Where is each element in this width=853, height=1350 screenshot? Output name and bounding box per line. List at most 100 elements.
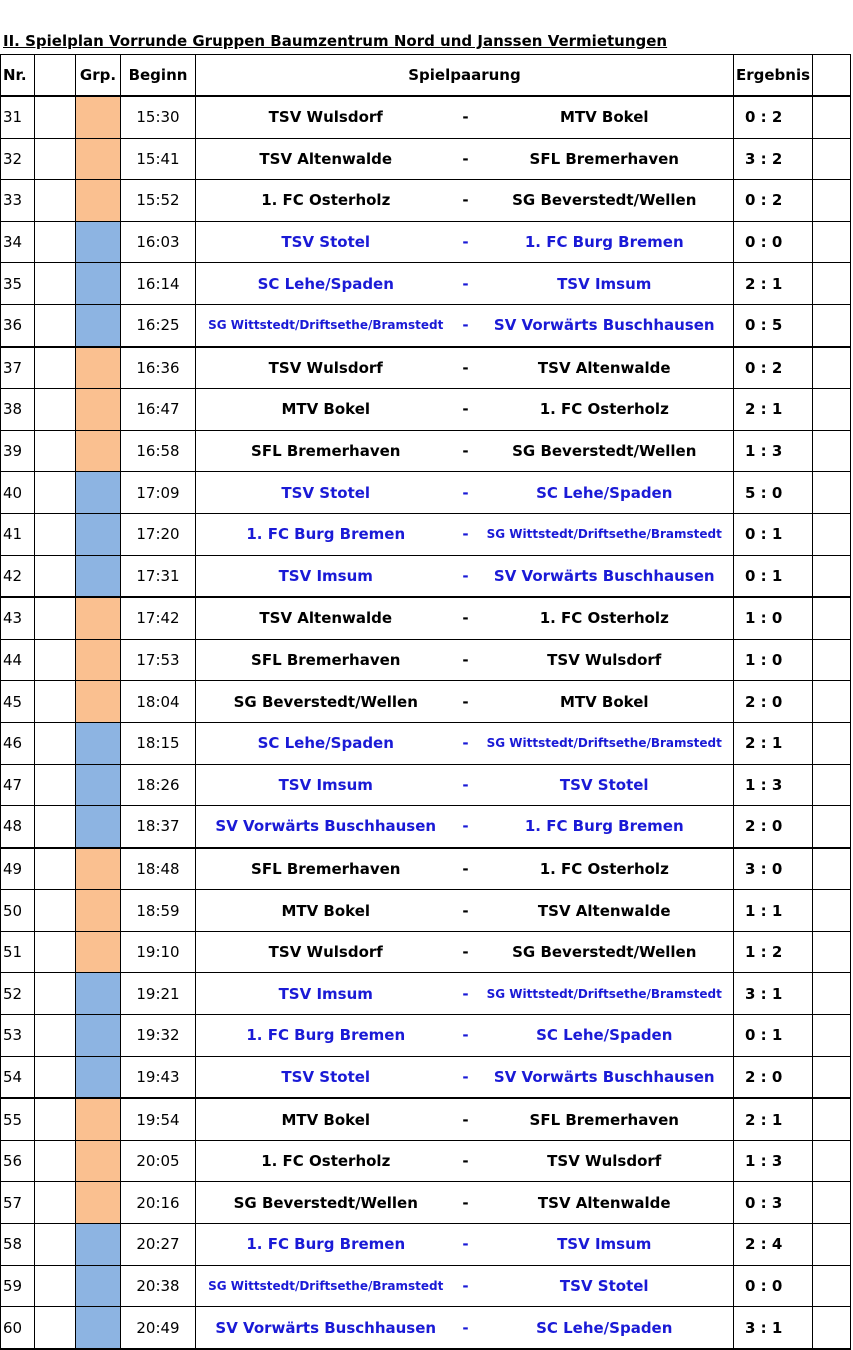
group-color — [75, 262, 121, 305]
separator: - — [455, 471, 476, 514]
result: 0 : 0 — [733, 1264, 813, 1308]
start-time: 15:30 — [120, 95, 196, 139]
home-team: SV Vorwärts Buschhausen — [195, 805, 456, 849]
empty-cell — [34, 889, 76, 932]
schedule-table: Nr. Grp. Beginn Spielpaarung Ergebnis 31… — [0, 54, 851, 1350]
home-team: MTV Bokel — [195, 889, 456, 932]
result: 2 : 1 — [733, 1097, 813, 1141]
start-time: 17:42 — [120, 596, 196, 640]
match-number: 49 — [0, 847, 35, 891]
away-team: SG Wittstedt/Driftsethe/Bramstedt — [475, 721, 734, 765]
empty-cell — [812, 930, 851, 974]
home-team: TSV Altenwalde — [195, 137, 456, 181]
group-color — [75, 889, 121, 932]
empty-cell — [812, 721, 851, 765]
separator: - — [455, 346, 476, 390]
home-team: 1. FC Osterholz — [195, 1139, 456, 1183]
empty-cell — [34, 303, 76, 348]
home-team: 1. FC Osterholz — [195, 179, 456, 222]
home-team: SG Wittstedt/Driftsethe/Bramstedt — [195, 303, 456, 348]
empty-cell — [34, 471, 76, 514]
result: 0 : 1 — [733, 1014, 813, 1057]
home-team: SG Wittstedt/Driftsethe/Bramstedt — [195, 1264, 456, 1308]
group-color — [75, 721, 121, 765]
match-row: 32 15:41 TSV Altenwalde - SFL Bremerhaven 3 :… — [0, 137, 851, 181]
match-number: 37 — [0, 346, 35, 390]
home-team: SV Vorwärts Buschhausen — [195, 1306, 456, 1350]
group-color — [75, 471, 121, 514]
separator: - — [455, 512, 476, 556]
away-team: TSV Altenwalde — [475, 889, 734, 932]
separator: - — [455, 1055, 476, 1100]
away-team: SG Beverstedt/Wellen — [475, 179, 734, 222]
empty-cell — [34, 388, 76, 431]
match-row: 60 20:49 SV Vorwärts Buschhausen - SC Lehe/S… — [0, 1306, 851, 1350]
empty-cell — [34, 429, 76, 473]
result: 3 : 0 — [733, 847, 813, 891]
match-number: 60 — [0, 1306, 35, 1350]
home-team: SG Beverstedt/Wellen — [195, 1181, 456, 1225]
away-team: SC Lehe/Spaden — [475, 1306, 734, 1350]
separator: - — [455, 889, 476, 932]
match-row: 50 18:59 MTV Bokel - TSV Altenwalde 1 : 1 — [0, 889, 851, 932]
match-number: 32 — [0, 137, 35, 181]
group-color — [75, 95, 121, 139]
match-number: 47 — [0, 763, 35, 807]
empty-cell — [812, 346, 851, 390]
empty-cell — [34, 1139, 76, 1183]
result: 0 : 0 — [733, 220, 813, 264]
away-team: 1. FC Burg Bremen — [475, 220, 734, 264]
match-row: 51 19:10 TSV Wulsdorf - SG Beverstedt/Wellen… — [0, 930, 851, 974]
away-team: SC Lehe/Spaden — [475, 471, 734, 514]
group-color — [75, 638, 121, 682]
group-color — [75, 429, 121, 473]
match-number: 42 — [0, 554, 35, 599]
group-color — [75, 847, 121, 891]
group-color — [75, 388, 121, 431]
separator: - — [455, 137, 476, 181]
group-color — [75, 346, 121, 390]
result: 2 : 0 — [733, 805, 813, 849]
home-team: MTV Bokel — [195, 1097, 456, 1141]
home-team: SFL Bremerhaven — [195, 638, 456, 682]
header-cell: Spielpaarung — [195, 54, 734, 97]
empty-cell — [34, 220, 76, 264]
match-row: 57 20:16 SG Beverstedt/Wellen - TSV Altenwal… — [0, 1181, 851, 1225]
group-color — [75, 763, 121, 807]
match-row: 35 16:14 SC Lehe/Spaden - TSV Imsum 2 : 1 — [0, 262, 851, 305]
empty-cell — [34, 1097, 76, 1141]
empty-cell — [34, 721, 76, 765]
empty-cell — [812, 1139, 851, 1183]
empty-cell — [812, 303, 851, 348]
away-team: TSV Imsum — [475, 262, 734, 305]
match-number: 48 — [0, 805, 35, 849]
away-team: SFL Bremerhaven — [475, 1097, 734, 1141]
match-number: 44 — [0, 638, 35, 682]
group-color — [75, 805, 121, 849]
match-row: 56 20:05 1. FC Osterholz - TSV Wulsdorf 1 : 3 — [0, 1139, 851, 1183]
separator: - — [455, 220, 476, 264]
away-team: 1. FC Osterholz — [475, 388, 734, 431]
match-row: 36 16:25 SG Wittstedt/Driftsethe/Bramstedt… — [0, 303, 851, 348]
start-time: 16:47 — [120, 388, 196, 431]
start-time: 20:38 — [120, 1264, 196, 1308]
match-row: 54 19:43 TSV Stotel - SV Vorwärts Buschhause… — [0, 1055, 851, 1100]
home-team: TSV Imsum — [195, 972, 456, 1016]
match-number: 33 — [0, 179, 35, 222]
home-team: 1. FC Burg Bremen — [195, 1223, 456, 1266]
match-row: 48 18:37 SV Vorwärts Buschhausen -1. FC Bur… — [0, 805, 851, 849]
separator: - — [455, 388, 476, 431]
match-row: 59 20:38 SG Wittstedt/Driftsethe/Bramstedt… — [0, 1264, 851, 1308]
match-number: 45 — [0, 680, 35, 723]
separator: - — [455, 638, 476, 682]
separator: - — [455, 1306, 476, 1350]
home-team: SG Beverstedt/Wellen — [195, 680, 456, 723]
empty-cell — [812, 889, 851, 932]
away-team: TSV Altenwalde — [475, 1181, 734, 1225]
group-color — [75, 1097, 121, 1141]
match-row: 37 16:36 TSV Wulsdorf - TSV Altenwalde 0 : 2 — [0, 346, 851, 390]
group-color — [75, 1055, 121, 1100]
match-number: 58 — [0, 1223, 35, 1266]
header-cell: Ergebnis — [733, 54, 813, 97]
match-row: 55 19:54 MTV Bokel - SFL Bremerhaven 2 : 1 — [0, 1097, 851, 1141]
